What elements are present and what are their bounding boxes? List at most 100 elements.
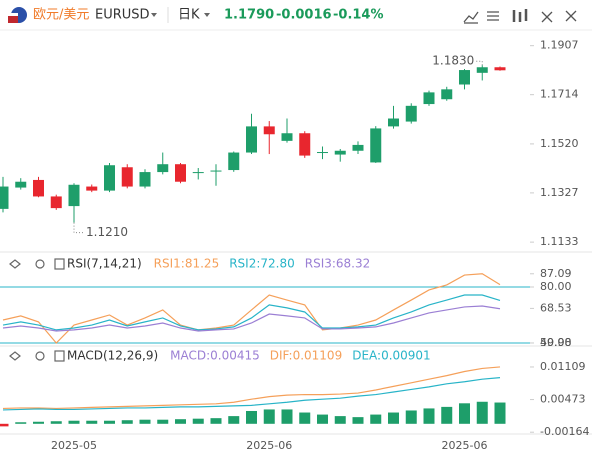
histogram-bar bbox=[423, 408, 435, 424]
pair-name[interactable]: 欧元/美元 bbox=[33, 8, 89, 23]
histogram-bar bbox=[281, 409, 293, 424]
candle-body bbox=[352, 144, 364, 151]
candle-body bbox=[441, 89, 453, 100]
settings-icon[interactable] bbox=[35, 259, 45, 269]
candle-body bbox=[405, 105, 417, 122]
draw-icon[interactable] bbox=[487, 11, 499, 21]
y-tick-label: -0.00164 bbox=[540, 425, 589, 438]
histogram-bar bbox=[15, 422, 27, 424]
legend-entry: DEA:0.00901 bbox=[352, 349, 431, 363]
flag-icon bbox=[8, 7, 27, 23]
fullscreen-icon[interactable] bbox=[541, 11, 553, 23]
histogram-bar bbox=[104, 420, 115, 424]
x-tick-label: 2025-05 bbox=[51, 439, 97, 452]
candle-body bbox=[175, 164, 186, 182]
histogram-bar bbox=[388, 412, 399, 424]
histogram-bar bbox=[33, 421, 44, 424]
annotation: 1.1210 bbox=[86, 225, 128, 239]
indicator-icon[interactable] bbox=[463, 11, 479, 24]
candle-body bbox=[33, 179, 44, 197]
candle-body bbox=[423, 92, 435, 105]
histogram-bar bbox=[228, 416, 240, 424]
histogram-bar bbox=[246, 410, 257, 424]
settings-icon[interactable] bbox=[35, 351, 45, 361]
y-tick-label: 1.1907 bbox=[540, 39, 579, 52]
candle-body bbox=[104, 165, 115, 191]
candle-body bbox=[0, 186, 9, 209]
candle-icon[interactable] bbox=[512, 9, 528, 22]
period[interactable]: 日K bbox=[178, 8, 200, 23]
y-tick-label: 68.53 bbox=[540, 301, 572, 314]
y-tick-label: 87.09 bbox=[540, 267, 572, 280]
candle-body bbox=[139, 172, 151, 187]
legend-entry: MACD:0.00415 bbox=[170, 349, 260, 363]
legend-entry: DIF:0.01109 bbox=[270, 349, 342, 363]
indicator-line bbox=[2, 294, 501, 331]
histogram-bar bbox=[50, 421, 62, 424]
histogram-bar bbox=[175, 419, 186, 424]
checkbox-icon[interactable] bbox=[54, 350, 65, 362]
histogram-bar bbox=[405, 410, 417, 424]
y-tick-label: 49.98 bbox=[540, 336, 572, 349]
legend-entry: RSI3:68.32 bbox=[305, 257, 371, 271]
candle-body bbox=[246, 126, 257, 153]
histogram-bar bbox=[86, 420, 98, 424]
legend-entry: RSI2:72.80 bbox=[229, 257, 295, 271]
histogram-bar bbox=[370, 414, 382, 424]
y-tick-label: 1.1327 bbox=[540, 186, 579, 199]
y-tick-label: 0.00473 bbox=[540, 393, 586, 406]
visibility-icon[interactable] bbox=[9, 351, 21, 361]
indicator-line bbox=[2, 273, 501, 344]
candle-body bbox=[334, 150, 346, 155]
candle-body bbox=[299, 133, 311, 156]
candle-body bbox=[86, 186, 98, 191]
change: -0.0016 bbox=[276, 8, 332, 23]
candle-body bbox=[476, 67, 488, 73]
histogram-bar bbox=[139, 419, 151, 424]
histogram-bar bbox=[263, 409, 275, 424]
histogram-bar bbox=[441, 406, 453, 424]
histogram-bar bbox=[192, 418, 204, 424]
candle-body bbox=[281, 133, 293, 141]
checkbox-icon[interactable] bbox=[54, 258, 65, 270]
histogram-bar bbox=[317, 414, 328, 424]
dropdown-arrow[interactable] bbox=[151, 13, 157, 17]
panel-title: RSI(7,14,21) bbox=[67, 257, 142, 271]
candle-body bbox=[370, 128, 382, 163]
candle-body bbox=[459, 70, 470, 85]
y-tick-label: 80.00 bbox=[540, 280, 572, 293]
y-tick-label: 1.1520 bbox=[540, 137, 579, 150]
y-tick-label: 1.1133 bbox=[540, 235, 579, 248]
dropdown-arrow[interactable] bbox=[204, 13, 210, 17]
price: 1.1790 bbox=[224, 8, 274, 23]
x-tick-label: 2025-06 bbox=[246, 439, 292, 452]
histogram-bar bbox=[121, 420, 133, 424]
symbol[interactable]: EURUSD bbox=[95, 8, 150, 23]
histogram-bar bbox=[352, 417, 364, 424]
histogram-bar bbox=[210, 418, 222, 424]
legend-entry: RSI1:81.25 bbox=[154, 257, 220, 271]
histogram-bar bbox=[68, 420, 80, 424]
candle-body bbox=[15, 181, 27, 188]
histogram-bar bbox=[334, 416, 346, 424]
candle-body bbox=[317, 152, 328, 154]
candle-body bbox=[192, 172, 204, 174]
y-tick-label: 1.1714 bbox=[540, 88, 579, 101]
histogram-bar bbox=[299, 412, 311, 424]
annotation-leader bbox=[73, 222, 84, 234]
panel-title: MACD(12,26,9) bbox=[67, 349, 158, 363]
change-pct: -0.14% bbox=[333, 8, 384, 23]
candle-body bbox=[263, 126, 275, 135]
candle-body bbox=[68, 184, 80, 207]
histogram-bar bbox=[476, 401, 488, 424]
candle-body bbox=[50, 196, 62, 209]
visibility-icon[interactable] bbox=[9, 259, 21, 269]
candle-body bbox=[494, 67, 506, 71]
histogram-bar bbox=[494, 402, 506, 424]
indicator-line bbox=[2, 377, 501, 411]
close-icon[interactable] bbox=[565, 10, 577, 22]
indicator-line bbox=[2, 366, 501, 410]
histogram-bar bbox=[157, 419, 169, 424]
